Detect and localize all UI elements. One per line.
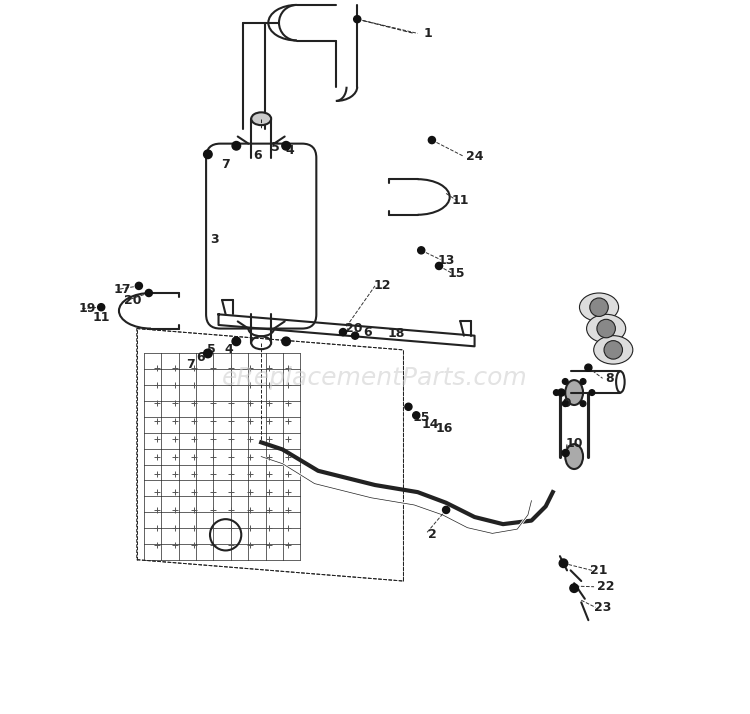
Text: 4: 4 (225, 343, 233, 356)
Text: 23: 23 (594, 601, 611, 614)
Circle shape (597, 319, 616, 338)
Text: 6: 6 (254, 149, 262, 162)
Circle shape (589, 390, 595, 396)
Circle shape (428, 136, 436, 144)
Text: 11: 11 (452, 194, 469, 207)
Circle shape (282, 337, 290, 346)
Circle shape (560, 559, 568, 568)
Circle shape (570, 584, 578, 593)
Circle shape (418, 247, 424, 254)
Text: 5: 5 (207, 343, 216, 356)
Text: 5: 5 (271, 141, 280, 154)
Circle shape (580, 378, 586, 384)
Ellipse shape (594, 336, 633, 364)
Text: 13: 13 (437, 254, 454, 268)
Ellipse shape (251, 112, 272, 125)
Text: 9: 9 (562, 397, 572, 410)
Text: 14: 14 (422, 418, 440, 431)
Circle shape (585, 364, 592, 371)
Text: 16: 16 (436, 422, 454, 435)
Circle shape (203, 349, 212, 358)
Circle shape (413, 412, 420, 419)
Circle shape (562, 401, 568, 406)
Text: 22: 22 (598, 580, 615, 593)
Circle shape (554, 390, 560, 396)
Text: 15: 15 (413, 411, 430, 424)
Circle shape (436, 263, 442, 269)
Circle shape (232, 337, 241, 346)
Circle shape (354, 16, 361, 23)
Circle shape (135, 282, 142, 289)
Text: 6: 6 (364, 326, 372, 338)
Ellipse shape (586, 314, 626, 343)
Text: 2: 2 (427, 528, 436, 541)
Circle shape (562, 449, 569, 456)
Circle shape (604, 341, 622, 359)
Circle shape (98, 303, 105, 311)
Circle shape (282, 141, 290, 150)
Circle shape (558, 389, 565, 396)
Text: 3: 3 (211, 233, 219, 246)
Text: 7: 7 (186, 358, 194, 371)
Text: 20: 20 (124, 293, 142, 306)
Circle shape (352, 332, 358, 339)
Circle shape (405, 403, 412, 411)
Text: 7: 7 (221, 159, 230, 171)
Text: 20: 20 (345, 322, 362, 335)
Text: 10: 10 (566, 437, 583, 451)
Text: 1: 1 (424, 27, 433, 40)
Circle shape (340, 328, 346, 336)
Circle shape (580, 401, 586, 406)
Circle shape (146, 289, 152, 296)
Text: 24: 24 (466, 150, 483, 163)
Text: 11: 11 (92, 311, 110, 324)
Circle shape (442, 506, 450, 513)
Ellipse shape (580, 293, 619, 321)
Circle shape (203, 150, 212, 159)
Ellipse shape (566, 444, 583, 469)
Text: 21: 21 (590, 564, 608, 577)
Ellipse shape (566, 380, 583, 405)
FancyBboxPatch shape (206, 144, 316, 328)
Text: eReplacementParts.com: eReplacementParts.com (222, 366, 528, 391)
Text: 18: 18 (388, 327, 405, 340)
Circle shape (232, 141, 241, 150)
Text: 17: 17 (114, 283, 131, 296)
Circle shape (562, 378, 568, 384)
Text: 15: 15 (448, 266, 466, 280)
Text: 8: 8 (605, 372, 614, 385)
Text: 19: 19 (78, 302, 96, 315)
Text: 12: 12 (374, 279, 391, 292)
Text: 6: 6 (196, 351, 205, 363)
Circle shape (590, 298, 608, 316)
Text: 4: 4 (285, 144, 294, 157)
